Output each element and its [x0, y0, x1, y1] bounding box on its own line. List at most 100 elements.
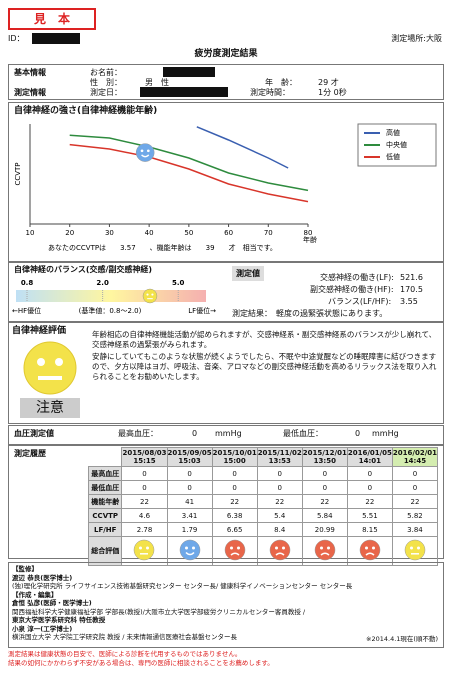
- cell: 0: [256, 466, 303, 481]
- face-mouth: [320, 552, 330, 556]
- bp-max: 0: [192, 429, 198, 438]
- x-tick-label: 40: [145, 229, 154, 237]
- cell: 5.4: [256, 508, 303, 523]
- series-line: [69, 143, 309, 203]
- face-eye: [146, 546, 150, 550]
- cell: 0: [391, 480, 439, 495]
- face: [404, 539, 426, 561]
- balance-bar: [16, 290, 206, 302]
- time-label: 測定時間：: [250, 88, 290, 97]
- basic-label: 基本情報: [14, 68, 46, 77]
- face-circle: [269, 539, 290, 561]
- row-label: LF/HF: [87, 522, 123, 537]
- bp-box: [8, 425, 444, 445]
- face: [359, 539, 381, 561]
- bp-max-label: 最高血圧：: [118, 429, 158, 438]
- balance-tick-label: 2.0: [96, 279, 109, 287]
- face: [269, 539, 290, 561]
- summary-part: 39: [206, 244, 215, 252]
- x-tick-label: 20: [65, 229, 74, 237]
- cell: 0: [211, 466, 258, 481]
- date-cell: 2015/10/01 15:00: [211, 447, 258, 467]
- cell: 0: [166, 480, 213, 495]
- date: 2015/10/01: [212, 449, 257, 457]
- lf-label: 交感神経の働き(LF):: [320, 273, 394, 282]
- cell: 0: [391, 466, 439, 481]
- face: [314, 539, 336, 561]
- face-icon: [359, 539, 381, 561]
- face-mouth: [365, 552, 375, 556]
- face-eye: [139, 546, 143, 550]
- row-label: 総合評価: [87, 536, 123, 566]
- bp-unit: mmHg: [372, 429, 399, 438]
- balance-tick-label: 0.8: [21, 279, 34, 287]
- redaction: [140, 87, 228, 97]
- balance-title: 自律神経のバランス(交感/副交感神経): [14, 265, 153, 274]
- y-axis-label: CCVTP: [14, 162, 22, 185]
- face-circle: [135, 143, 155, 162]
- supervision-line: 倉恒 弘彦(医師・医学博士): [12, 599, 92, 607]
- cell: 22: [301, 494, 348, 509]
- date: 2015/12/01: [302, 449, 347, 457]
- face-cell: [211, 536, 258, 566]
- row-label: 機能年齢: [87, 494, 123, 509]
- hf-side: ←HF優位: [12, 306, 41, 315]
- header-row: 2015/08/03 15:15 2015/09/05 15:03 2015/10/01…: [89, 447, 439, 467]
- summary-part: 、機能年齢は: [150, 243, 192, 252]
- face-cell: [301, 536, 348, 566]
- face-cell: [391, 536, 439, 566]
- face-eye: [416, 546, 420, 550]
- x-tick-label: 70: [264, 229, 273, 237]
- data-row: CCVTP 4.6 3.41 6.38 5.4 5.84 5.51 5.82: [87, 508, 439, 523]
- evaluation-box: [8, 322, 444, 424]
- cell: 22: [256, 494, 303, 509]
- face-mouth: [141, 154, 150, 158]
- ratio: 3.55: [400, 297, 418, 306]
- cell: 41: [166, 494, 213, 509]
- face-circle: [359, 539, 381, 561]
- legend-label: 低値: [386, 152, 400, 161]
- cell: 0: [301, 466, 348, 481]
- lf: 521.6: [400, 273, 423, 282]
- bp-min-label: 最低血圧：: [283, 429, 323, 438]
- stamp: 見 本: [8, 8, 96, 30]
- cell: 6.38: [211, 508, 258, 523]
- supervision-line: 小泉 淳一(工学博士): [12, 624, 73, 633]
- cell: 22: [391, 494, 439, 509]
- date-cell: 2015/12/01 13:50: [301, 447, 348, 467]
- face: [179, 539, 200, 561]
- report-title: 疲労度測定結果: [194, 49, 258, 59]
- time: 15:15: [133, 457, 156, 465]
- cell: 2.78: [121, 522, 168, 537]
- face-eye: [146, 149, 150, 153]
- face-circle: [314, 539, 336, 561]
- corner: [89, 448, 122, 467]
- chart-box: [8, 102, 444, 262]
- bp-min: 0: [355, 429, 361, 438]
- cell: 0: [211, 480, 258, 495]
- x-tick-label: 80: [304, 229, 313, 237]
- face-eye: [229, 546, 233, 550]
- paragraph: 年齢相応の自律神経機能活動が認められますが、交感神経系・副交感神経系のバランスが…: [92, 330, 437, 349]
- cell: 22: [121, 494, 168, 509]
- values-title: 測定値: [232, 266, 264, 281]
- paragraph: 安静にしていてもこのような状態が続くようでしたら、不眠や中途覚醒などの睡眠障害に…: [92, 352, 437, 381]
- face-icon: [224, 539, 245, 561]
- time: 14:45: [403, 457, 427, 465]
- cell: 6.65: [211, 522, 258, 537]
- evaluation-label: 自律神経評価: [12, 326, 67, 336]
- date-label: 測定日：: [90, 88, 122, 97]
- cell: 5.84: [301, 508, 348, 523]
- x-tick-label: 50: [184, 229, 193, 237]
- cell: 5.51: [346, 508, 393, 523]
- cell: 8.4: [256, 522, 303, 537]
- time: 13:50: [313, 457, 336, 465]
- supervision-line: 渡辺 恭良(医学博士): [12, 573, 73, 582]
- date: 2015/08/03: [122, 449, 167, 457]
- measure-label: 測定情報: [14, 88, 46, 97]
- name-label: お名前：: [90, 68, 122, 77]
- data-row: 最低血圧 0 0 0 0 0 0 0: [87, 480, 439, 495]
- cell: 3.84: [391, 522, 439, 537]
- balance-box: [8, 262, 444, 322]
